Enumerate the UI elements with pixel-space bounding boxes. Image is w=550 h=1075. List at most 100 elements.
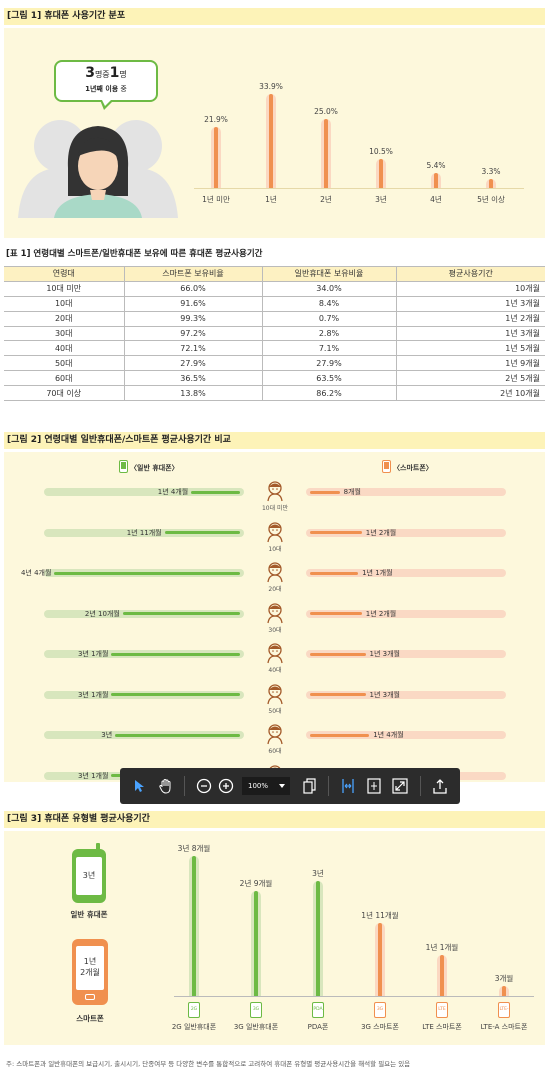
table-cell: 10대 — [4, 295, 125, 312]
right-bar-label: 1년 2개월 — [365, 609, 397, 618]
x-tick-label: 3G 일반휴대폰 — [233, 1023, 279, 1031]
bar — [269, 93, 273, 188]
table-cell: 10대 미만 — [4, 280, 125, 297]
speech-bubble: 3명중1명 1년째 이용 중 — [54, 60, 158, 102]
x-tick-label: LTE-A 스마트폰 — [480, 1023, 528, 1031]
fig2-panel: 〈일반 휴대폰〉 〈스마트폰〉 1년 4개월 8개월 10대 미만 1년 11개월 1년… — [4, 452, 545, 796]
bar — [502, 986, 506, 996]
pages-icon[interactable] — [298, 774, 322, 798]
x-tick-label: 2G 일반휴대폰 — [171, 1023, 217, 1031]
x-tick-label: 1년 — [265, 195, 277, 204]
table1-title: [표 1] 연령대별 스마트폰/일반휴대폰 보유에 따른 휴대폰 평균사용기간 — [6, 249, 263, 259]
right-bar-bg — [306, 731, 506, 739]
x-tick-label: LTE 스마트폰 — [422, 1023, 462, 1031]
pdf-toolbar: 100% — [120, 768, 460, 804]
bubble-line2b: 중 — [118, 85, 127, 93]
table-cell: 97.2% — [123, 325, 263, 342]
zoom-value: 100% — [248, 782, 269, 790]
bar-value-label: 3개월 — [494, 974, 514, 984]
share-icon[interactable] — [428, 774, 452, 798]
x-tick-label: 1년 미만 — [202, 195, 230, 204]
table-cell: 2년 10개월 — [395, 385, 545, 402]
right-bar — [310, 612, 362, 615]
right-bar — [310, 571, 359, 575]
bubble-mid2: 명 — [119, 70, 127, 79]
bubble-mid1: 명중 — [94, 70, 110, 79]
zoom-out-icon[interactable] — [192, 774, 216, 798]
zoom-in-icon[interactable] — [214, 774, 238, 798]
right-bar — [310, 693, 366, 696]
person-face-icon — [267, 481, 283, 502]
right-bar-bg — [306, 609, 506, 618]
age-label: 10대 — [268, 545, 282, 553]
right-bar-label: 1년 3개월 — [369, 650, 400, 658]
table-cell: 1년 5개월 — [395, 340, 545, 357]
table-cell: 50대 — [4, 355, 125, 372]
phone-orange-icon — [382, 460, 391, 473]
x-tick-label: PDA폰 — [307, 1023, 329, 1031]
fit-page-icon[interactable] — [362, 774, 386, 798]
chevron-down-icon — [279, 784, 285, 788]
x-tick-label: 3G 스마트폰 — [361, 1023, 399, 1031]
table-cell: 1년 2개월 — [395, 310, 545, 327]
bar — [489, 178, 493, 188]
table-cell: 70대 이상 — [4, 385, 125, 402]
zoom-dropdown[interactable]: 100% — [242, 777, 290, 795]
table-cell: 10개월 — [395, 280, 545, 297]
hand-tool-icon[interactable] — [154, 774, 178, 798]
left-bar — [115, 733, 240, 737]
table-cell: 20대 — [4, 310, 125, 327]
phone-type-icon: PDA — [312, 1002, 324, 1018]
phone-type-icon: LTE — [436, 1002, 448, 1018]
x-tick-label: 2년 — [320, 195, 332, 204]
table-cell: 1년 9개월 — [395, 355, 545, 372]
select-arrow-icon[interactable] — [128, 774, 152, 798]
table-header: 평균사용기간 — [395, 266, 545, 282]
fig3-chart: 3년 8개월 2G 2G 일반휴대폰 2년 9개월 3G 3G 일반휴대폰 3년 PDA PDA… — [164, 831, 544, 1045]
table-cell: 72.1% — [123, 340, 263, 357]
phone-type-icon: 3G — [374, 1002, 386, 1018]
left-bar-label: 2년 10개월 — [84, 609, 120, 618]
right-bar — [310, 652, 366, 656]
bar-value-label: 3년 — [312, 869, 324, 879]
feature-phone-icon: 3년 — [72, 843, 106, 903]
bar-value-label: 3.3% — [481, 166, 501, 176]
bar-value-label: 10.5% — [369, 146, 393, 156]
table-row: 10대 91.6% 8.4% 1년 3개월 — [4, 295, 545, 312]
table-cell: 2년 5개월 — [395, 370, 545, 387]
table-cell: 66.0% — [123, 280, 263, 297]
fullscreen-icon[interactable] — [388, 774, 412, 798]
phone-type-icon: LTE-A — [498, 1002, 510, 1018]
right-bar-bg — [306, 488, 506, 496]
bar — [434, 173, 438, 188]
table-cell: 99.3% — [123, 310, 263, 327]
person-face-icon — [267, 602, 283, 623]
fig3-panel: 3년 일반 휴대폰 1년 2개월 스마트폰 3년 8개월 2G 2G 일반휴대폰 2년… — [4, 831, 545, 1045]
table-row: 50대 27.9% 27.9% 1년 9개월 — [4, 355, 545, 372]
age-label: 20대 — [268, 586, 282, 593]
fig3-title: [그림 3] 휴대폰 유형별 평균사용기간 — [4, 811, 545, 828]
phone1-label: 일반 휴대폰 — [70, 910, 108, 919]
table-header: 스마트폰 보유비율 — [123, 266, 263, 282]
right-bar-label: 1년 3개월 — [369, 690, 400, 699]
fit-width-icon[interactable] — [336, 774, 360, 798]
table-cell: 1년 3개월 — [395, 295, 545, 312]
bar-value-label: 3년 8개월 — [177, 844, 211, 853]
bar — [316, 881, 320, 996]
left-bar-label: 3년 1개월 — [77, 771, 109, 780]
bar — [378, 922, 382, 996]
left-bar-label: 3년 — [101, 731, 113, 739]
phone1-text: 3년 — [76, 857, 102, 895]
left-bar — [191, 490, 240, 494]
table-row: 10대 미만 66.0% 34.0% 10개월 — [4, 280, 545, 297]
person-face-icon — [267, 521, 283, 542]
fig2-chart: 1년 4개월 8개월 10대 미만 1년 11개월 1년 2개월 10대 4년 4개월 1년 … — [4, 452, 545, 796]
left-bar — [164, 531, 240, 534]
right-bar-bg — [306, 690, 506, 699]
bar-value-label: 2년 9개월 — [239, 879, 273, 888]
table-header: 연령대 — [4, 266, 125, 282]
table-row: 30대 97.2% 2.8% 1년 3개월 — [4, 325, 545, 342]
table-cell: 27.9% — [123, 355, 263, 372]
left-bar-label: 3년 1개월 — [77, 690, 109, 699]
toolbar-divider — [420, 776, 421, 796]
